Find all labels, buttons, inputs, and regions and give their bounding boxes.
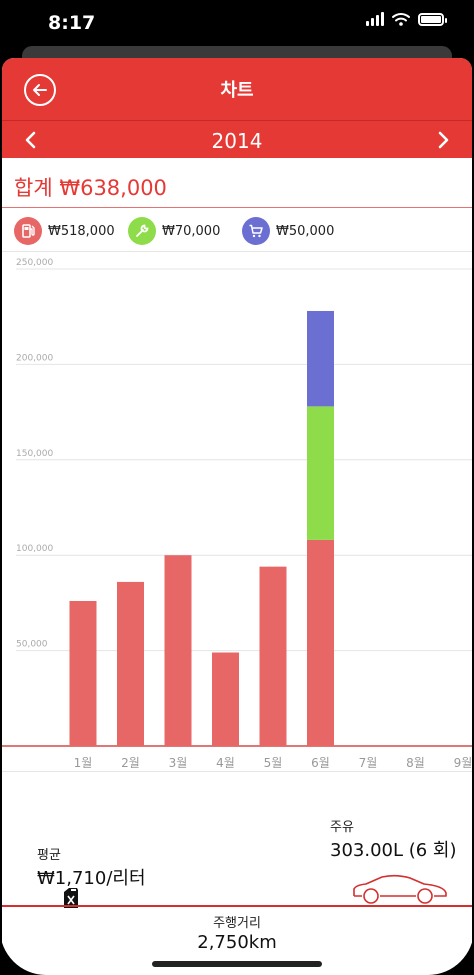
x-tick-label: 8월 — [406, 756, 425, 770]
bar-segment — [307, 539, 334, 746]
bar-segment — [307, 406, 334, 540]
distance-value: 2,750km — [197, 932, 277, 953]
average-value: ₩1,710/리터 — [37, 868, 146, 889]
total-amount: 합계 ₩638,000 — [14, 176, 167, 200]
wifi-icon — [392, 13, 410, 26]
back-button[interactable] — [24, 74, 56, 106]
y-tick-label: 250,000 — [16, 258, 53, 268]
next-year-button[interactable] — [432, 129, 454, 151]
y-tick-label: 200,000 — [16, 353, 53, 363]
x-tick-label: 1월 — [74, 756, 93, 770]
legend-purchase[interactable]: ₩50,000 — [242, 217, 334, 245]
bar-segment — [307, 310, 334, 407]
y-tick-label: 100,000 — [16, 544, 53, 554]
x-tick-label: 7월 — [359, 756, 378, 770]
x-tick-label: 2월 — [121, 756, 140, 770]
y-tick-label: 150,000 — [16, 449, 53, 459]
fuel-can-icon — [64, 888, 78, 908]
signal-icon — [366, 12, 384, 26]
legend-fuel-value: ₩518,000 — [48, 223, 115, 239]
legend-maintenance-value: ₩70,000 — [162, 223, 221, 239]
bar-segment — [117, 581, 144, 746]
wrench-icon — [128, 217, 156, 245]
previous-year-button[interactable] — [20, 129, 42, 151]
fuel-pump-icon — [14, 217, 42, 245]
battery-icon — [418, 12, 447, 26]
bar-segment — [164, 555, 192, 746]
stats-divider — [2, 905, 472, 907]
legend-maintenance[interactable]: ₩70,000 — [128, 217, 220, 245]
year-selector: 2014 — [2, 120, 472, 158]
x-tick-label: 6월 — [311, 756, 330, 770]
page-title: 차트 — [220, 80, 254, 101]
legend-purchase-value: ₩50,000 — [276, 223, 335, 239]
year-label: 2014 — [211, 129, 263, 153]
navigation-bar: 차트 — [2, 58, 472, 120]
chart-screen: 차트 2014 합계 ₩638,000 — [2, 58, 472, 975]
bar-segment — [259, 566, 287, 746]
legend-fuel[interactable]: ₩518,000 — [14, 217, 115, 245]
chart-svg: 50,000 100,000 150,000 200,000 250,000 1월 2월 3월… — [2, 258, 472, 770]
total-row: 합계 ₩638,000 — [2, 158, 472, 208]
x-tick-label: 9월 — [454, 756, 472, 770]
bar-segment — [69, 600, 97, 746]
back-arrow-icon — [33, 84, 47, 96]
x-tick-label: 3월 — [169, 756, 188, 770]
average-label: 평균 — [37, 848, 61, 863]
monthly-bar-chart: 50,000 100,000 150,000 200,000 250,000 1월 2월 3월… — [2, 252, 472, 772]
x-tick-label: 5월 — [264, 756, 283, 770]
car-icon — [353, 874, 447, 904]
status-bar: 8:17 — [0, 0, 474, 52]
stats-panel: 평균 ₩1,710/리터 주유 303.00L (6 회) 주행거리 2,750… — [2, 772, 472, 975]
distance-label: 주행거리 — [213, 916, 261, 931]
fueling-label: 주유 — [330, 820, 354, 835]
status-time: 8:17 — [48, 12, 96, 34]
home-indicator — [152, 961, 322, 967]
y-tick-label: 50,000 — [16, 640, 48, 650]
category-legend: ₩518,000 ₩70,000 ₩50,000 — [2, 209, 472, 252]
x-tick-label: 4월 — [216, 756, 235, 770]
cart-icon — [242, 217, 270, 245]
status-icons — [366, 12, 447, 26]
fueling-value: 303.00L (6 회) — [330, 840, 457, 861]
bar-segment — [212, 652, 239, 746]
